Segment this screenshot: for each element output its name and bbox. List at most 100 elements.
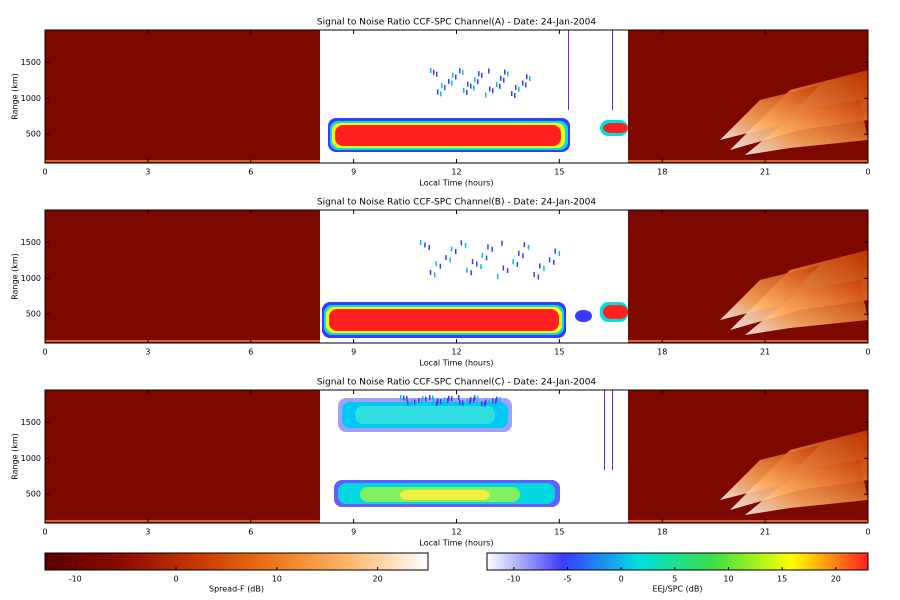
echo-speck: [496, 82, 498, 88]
echo-speck: [537, 274, 540, 280]
x-tick-label: 0: [42, 168, 47, 177]
x-tick-label: 18: [657, 528, 667, 537]
x-tick-label: 21: [760, 528, 770, 537]
y-tick-label: 1000: [21, 454, 41, 463]
x-tick-label: 3: [145, 528, 150, 537]
echo-speck: [448, 395, 450, 401]
echo-speck: [477, 79, 479, 85]
echo-speck: [455, 401, 457, 407]
spread-f-region: [45, 390, 320, 523]
echo-speck: [481, 252, 484, 258]
spread-f-region: [45, 210, 320, 343]
echo-speck: [424, 242, 426, 248]
x-axis-label: Local Time (hours): [419, 179, 493, 188]
ground-echo: [628, 340, 868, 342]
colorbar-tick-label: 10: [723, 575, 733, 584]
colorbar-tick-label: 10: [272, 575, 282, 584]
colorbar-label: EEJ/SPC (dB): [652, 585, 702, 594]
echo-speck: [422, 396, 424, 402]
echo-speck: [516, 261, 519, 267]
echo-speck: [526, 74, 528, 80]
colorbar-tick-label: 20: [373, 575, 383, 584]
echo-speck: [444, 397, 446, 403]
echo-speck: [506, 268, 509, 274]
ground-echo: [45, 160, 320, 162]
ground-echo: [628, 520, 868, 522]
echo-speck: [428, 245, 430, 251]
echo-speck: [437, 398, 439, 404]
y-axis-label: Range (km): [11, 73, 20, 120]
echo-speck: [500, 75, 502, 81]
echo-speck: [439, 263, 442, 269]
colorbar-tick-label: -10: [69, 575, 82, 584]
echo-speck: [433, 69, 435, 75]
echo-speck: [522, 253, 524, 259]
colorbar-tick-label: 15: [777, 575, 787, 584]
echo-speck: [492, 398, 494, 404]
panel: [44, 389, 869, 524]
colorbar-tick-label: 0: [619, 575, 624, 584]
echo-speck: [491, 246, 493, 252]
echo-speck: [503, 77, 505, 83]
y-tick-label: 500: [26, 130, 41, 139]
echo-speck: [459, 68, 461, 74]
x-tick-label: 12: [451, 168, 461, 177]
echo-speck: [558, 251, 561, 257]
echo-speck: [410, 401, 412, 407]
echo-speck: [443, 399, 445, 405]
echo-streak: [568, 30, 569, 110]
ground-echo: [45, 520, 320, 522]
echo-speck: [515, 84, 517, 90]
x-tick-label: 0: [42, 528, 47, 537]
x-tick-label: 12: [451, 528, 461, 537]
echo-speck: [448, 78, 450, 84]
x-tick-label: 18: [657, 348, 667, 357]
echo-region: [335, 125, 561, 146]
panel-title: Signal to Noise Ratio CCF-SPC Channel(C)…: [317, 378, 597, 388]
echo-speck: [414, 399, 416, 405]
echo-speck: [411, 399, 413, 405]
y-axis-label: Range (km): [11, 253, 20, 300]
echo-speck: [462, 70, 464, 76]
spread-f-plume: [745, 460, 868, 515]
echo-region: [400, 490, 490, 500]
y-tick-label: 500: [26, 490, 41, 499]
y-tick-label: 1000: [21, 274, 41, 283]
echo-streak: [612, 390, 613, 470]
echo-region: [329, 309, 559, 331]
echo-speck: [447, 398, 449, 404]
echo-speck: [449, 257, 451, 263]
echo-speck: [533, 272, 535, 278]
colorbar: [486, 552, 869, 571]
echo-speck: [476, 261, 478, 267]
echo-speck: [512, 259, 514, 265]
echo-speck: [495, 398, 497, 404]
echo-speck: [489, 86, 491, 92]
echo-speck: [501, 240, 503, 246]
echo-speck: [464, 242, 467, 248]
echo-speck: [485, 92, 487, 98]
echo-streak: [604, 390, 605, 470]
echo-speck: [406, 395, 408, 401]
echo-speck: [502, 265, 505, 271]
spread-f-region: [45, 30, 320, 163]
echo-speck: [523, 242, 526, 248]
echo-speck: [445, 255, 447, 261]
echo-speck: [470, 270, 472, 276]
x-axis-label: Local Time (hours): [419, 539, 493, 548]
echo-speck: [525, 82, 527, 88]
echo-speck: [473, 397, 475, 403]
echo-speck: [441, 83, 443, 89]
x-tick-label: 15: [554, 348, 564, 357]
echo-speck: [554, 248, 556, 254]
echo-speck: [477, 395, 479, 401]
x-tick-label: 15: [554, 168, 564, 177]
x-tick-label: 6: [248, 528, 253, 537]
echo-speck: [478, 71, 480, 77]
x-tick-label: 12: [451, 348, 461, 357]
echo-speck: [469, 399, 471, 405]
echo-speck: [440, 399, 442, 405]
x-tick-label: 9: [351, 348, 356, 357]
echo-speck: [429, 269, 432, 275]
colorbar-label: Spread-F (dB): [209, 585, 264, 594]
